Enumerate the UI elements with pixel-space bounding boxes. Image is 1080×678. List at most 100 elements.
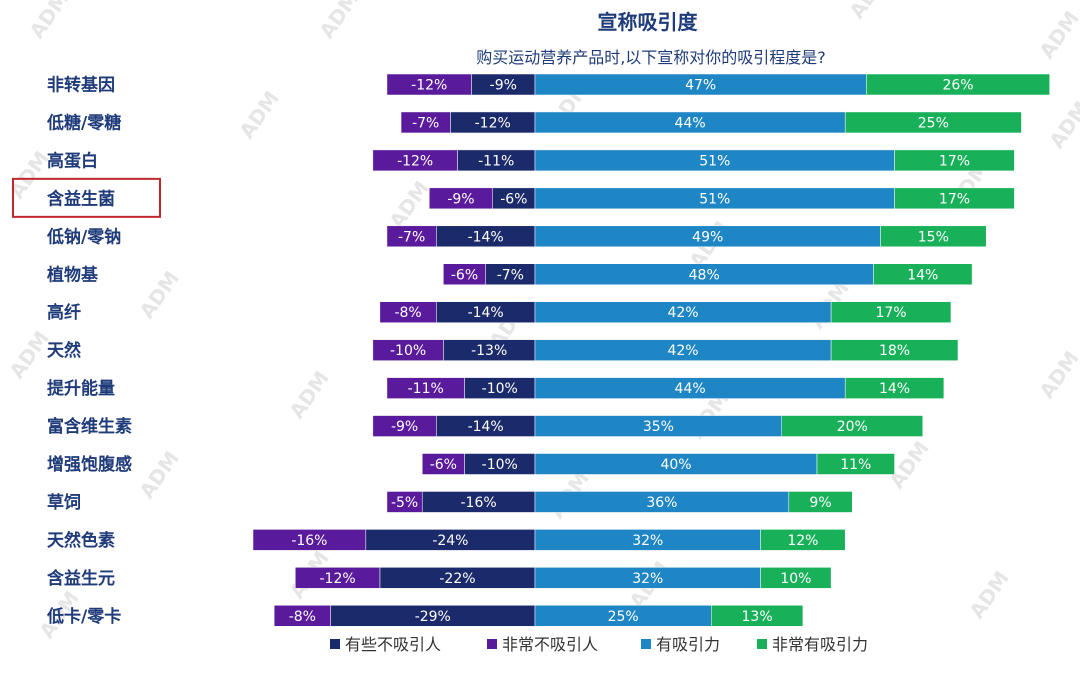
data-label: -14% xyxy=(468,305,504,321)
data-label: 51% xyxy=(699,191,730,207)
chart-subtitle: 购买运动营养产品时,以下宣称对你的吸引程度是? xyxy=(476,48,826,67)
bar-segment xyxy=(386,491,423,513)
watermark-text: ADM xyxy=(844,0,893,23)
legend-label: 非常不吸引人 xyxy=(502,635,598,654)
data-label: 36% xyxy=(646,495,677,511)
data-label: 14% xyxy=(907,267,938,283)
watermark-text: ADM xyxy=(314,0,363,43)
watermark-text: ADM xyxy=(134,447,183,503)
data-label: 51% xyxy=(699,153,730,169)
category-label: 草饲 xyxy=(47,492,81,513)
bar-segment xyxy=(252,529,367,551)
highlight-box xyxy=(12,177,161,218)
watermark-text: ADM xyxy=(1044,97,1080,153)
bar-segment xyxy=(830,301,952,323)
data-label: -13% xyxy=(471,343,507,359)
data-label: 40% xyxy=(660,457,691,473)
watermark-text: ADM xyxy=(24,0,73,43)
data-label: -6% xyxy=(451,267,478,283)
data-label: -10% xyxy=(482,381,518,397)
bar-segment xyxy=(760,529,846,551)
data-label: -9% xyxy=(391,419,418,435)
bar-segment xyxy=(421,453,465,475)
watermark-text: ADM xyxy=(1034,347,1080,403)
legend-swatch xyxy=(641,639,651,649)
data-label: 25% xyxy=(918,115,949,131)
legend-label: 非常有吸引力 xyxy=(772,635,868,654)
category-label: 富含维生素 xyxy=(47,416,132,437)
data-label: 17% xyxy=(939,191,970,207)
category-label: 提升能量 xyxy=(47,378,115,399)
data-label: 12% xyxy=(787,533,818,549)
legend-label: 有些不吸引人 xyxy=(345,635,441,654)
data-label: -11% xyxy=(408,381,444,397)
data-label: 9% xyxy=(809,495,831,511)
data-label: -6% xyxy=(430,457,457,473)
bar-segment xyxy=(880,225,987,248)
bar-segment xyxy=(386,377,465,399)
bar-segment xyxy=(816,453,895,475)
data-label: 17% xyxy=(939,153,970,169)
bar-segment xyxy=(386,225,437,248)
bar-segment xyxy=(400,111,451,134)
bar-segment xyxy=(844,377,945,399)
data-label: -7% xyxy=(398,229,425,245)
bar-segment xyxy=(873,263,973,285)
watermark-text: ADM xyxy=(1034,7,1080,63)
legend-swatch xyxy=(757,639,767,649)
data-label: 18% xyxy=(879,343,910,359)
data-label: 49% xyxy=(692,229,723,245)
category-labels: 非转基因低糖/零糖高蛋白含益生菌低钠/零钠植物基高纤天然提升能量富含维生素增强饱… xyxy=(12,75,161,627)
data-label: -12% xyxy=(320,571,356,587)
data-label: -10% xyxy=(482,457,518,473)
bar-segment xyxy=(372,415,437,437)
data-label: -11% xyxy=(478,153,514,169)
bar-segment xyxy=(379,301,437,323)
data-label: -12% xyxy=(411,78,447,94)
data-label: -29% xyxy=(415,609,451,625)
data-label: -10% xyxy=(390,343,426,359)
data-label: -24% xyxy=(432,533,468,549)
bar-segment xyxy=(429,187,493,210)
watermark-text: ADM xyxy=(134,267,183,323)
legend-swatch xyxy=(487,639,497,649)
data-label: -22% xyxy=(439,571,475,587)
data-label: 15% xyxy=(918,229,949,245)
data-label: 32% xyxy=(632,571,663,587)
bar-segment xyxy=(894,149,1015,172)
data-label: 48% xyxy=(689,267,720,283)
bar-segment xyxy=(830,339,959,361)
category-label: 天然色素 xyxy=(47,530,115,551)
data-label: 26% xyxy=(942,78,973,94)
legend-label: 有吸引力 xyxy=(656,635,720,654)
data-label: -16% xyxy=(461,495,497,511)
bar-segment xyxy=(711,605,804,627)
bar-segment xyxy=(781,415,923,437)
category-label: 增强饱腹感 xyxy=(47,454,132,475)
data-label: -8% xyxy=(394,305,421,321)
legend: 有些不吸引人 非常不吸引人 有吸引力 非常有吸引力 xyxy=(330,635,868,654)
data-label: 44% xyxy=(675,115,706,131)
data-label: -14% xyxy=(468,419,504,435)
watermark-text: ADM xyxy=(964,567,1013,623)
category-label: 低钠/零钠 xyxy=(46,226,121,247)
bar-segment xyxy=(894,187,1015,210)
data-label: -8% xyxy=(289,609,316,625)
data-label: 47% xyxy=(685,78,716,94)
category-label: 低糖/零糖 xyxy=(46,112,121,133)
watermark-text: ADM xyxy=(284,367,333,423)
bar-segment xyxy=(386,73,472,96)
bar-segment xyxy=(372,149,458,172)
bar-segment xyxy=(443,263,486,285)
data-label: 32% xyxy=(632,533,663,549)
data-label: -9% xyxy=(490,78,517,94)
bar-segment xyxy=(760,567,832,589)
data-label: 10% xyxy=(780,571,811,587)
bar-segment xyxy=(273,605,331,627)
chart-title: 宣称吸引度 xyxy=(597,10,698,34)
data-label: 11% xyxy=(840,457,871,473)
watermark-text: ADM xyxy=(234,87,283,143)
category-label: 高蛋白 xyxy=(47,150,98,171)
data-label: -12% xyxy=(475,115,511,131)
